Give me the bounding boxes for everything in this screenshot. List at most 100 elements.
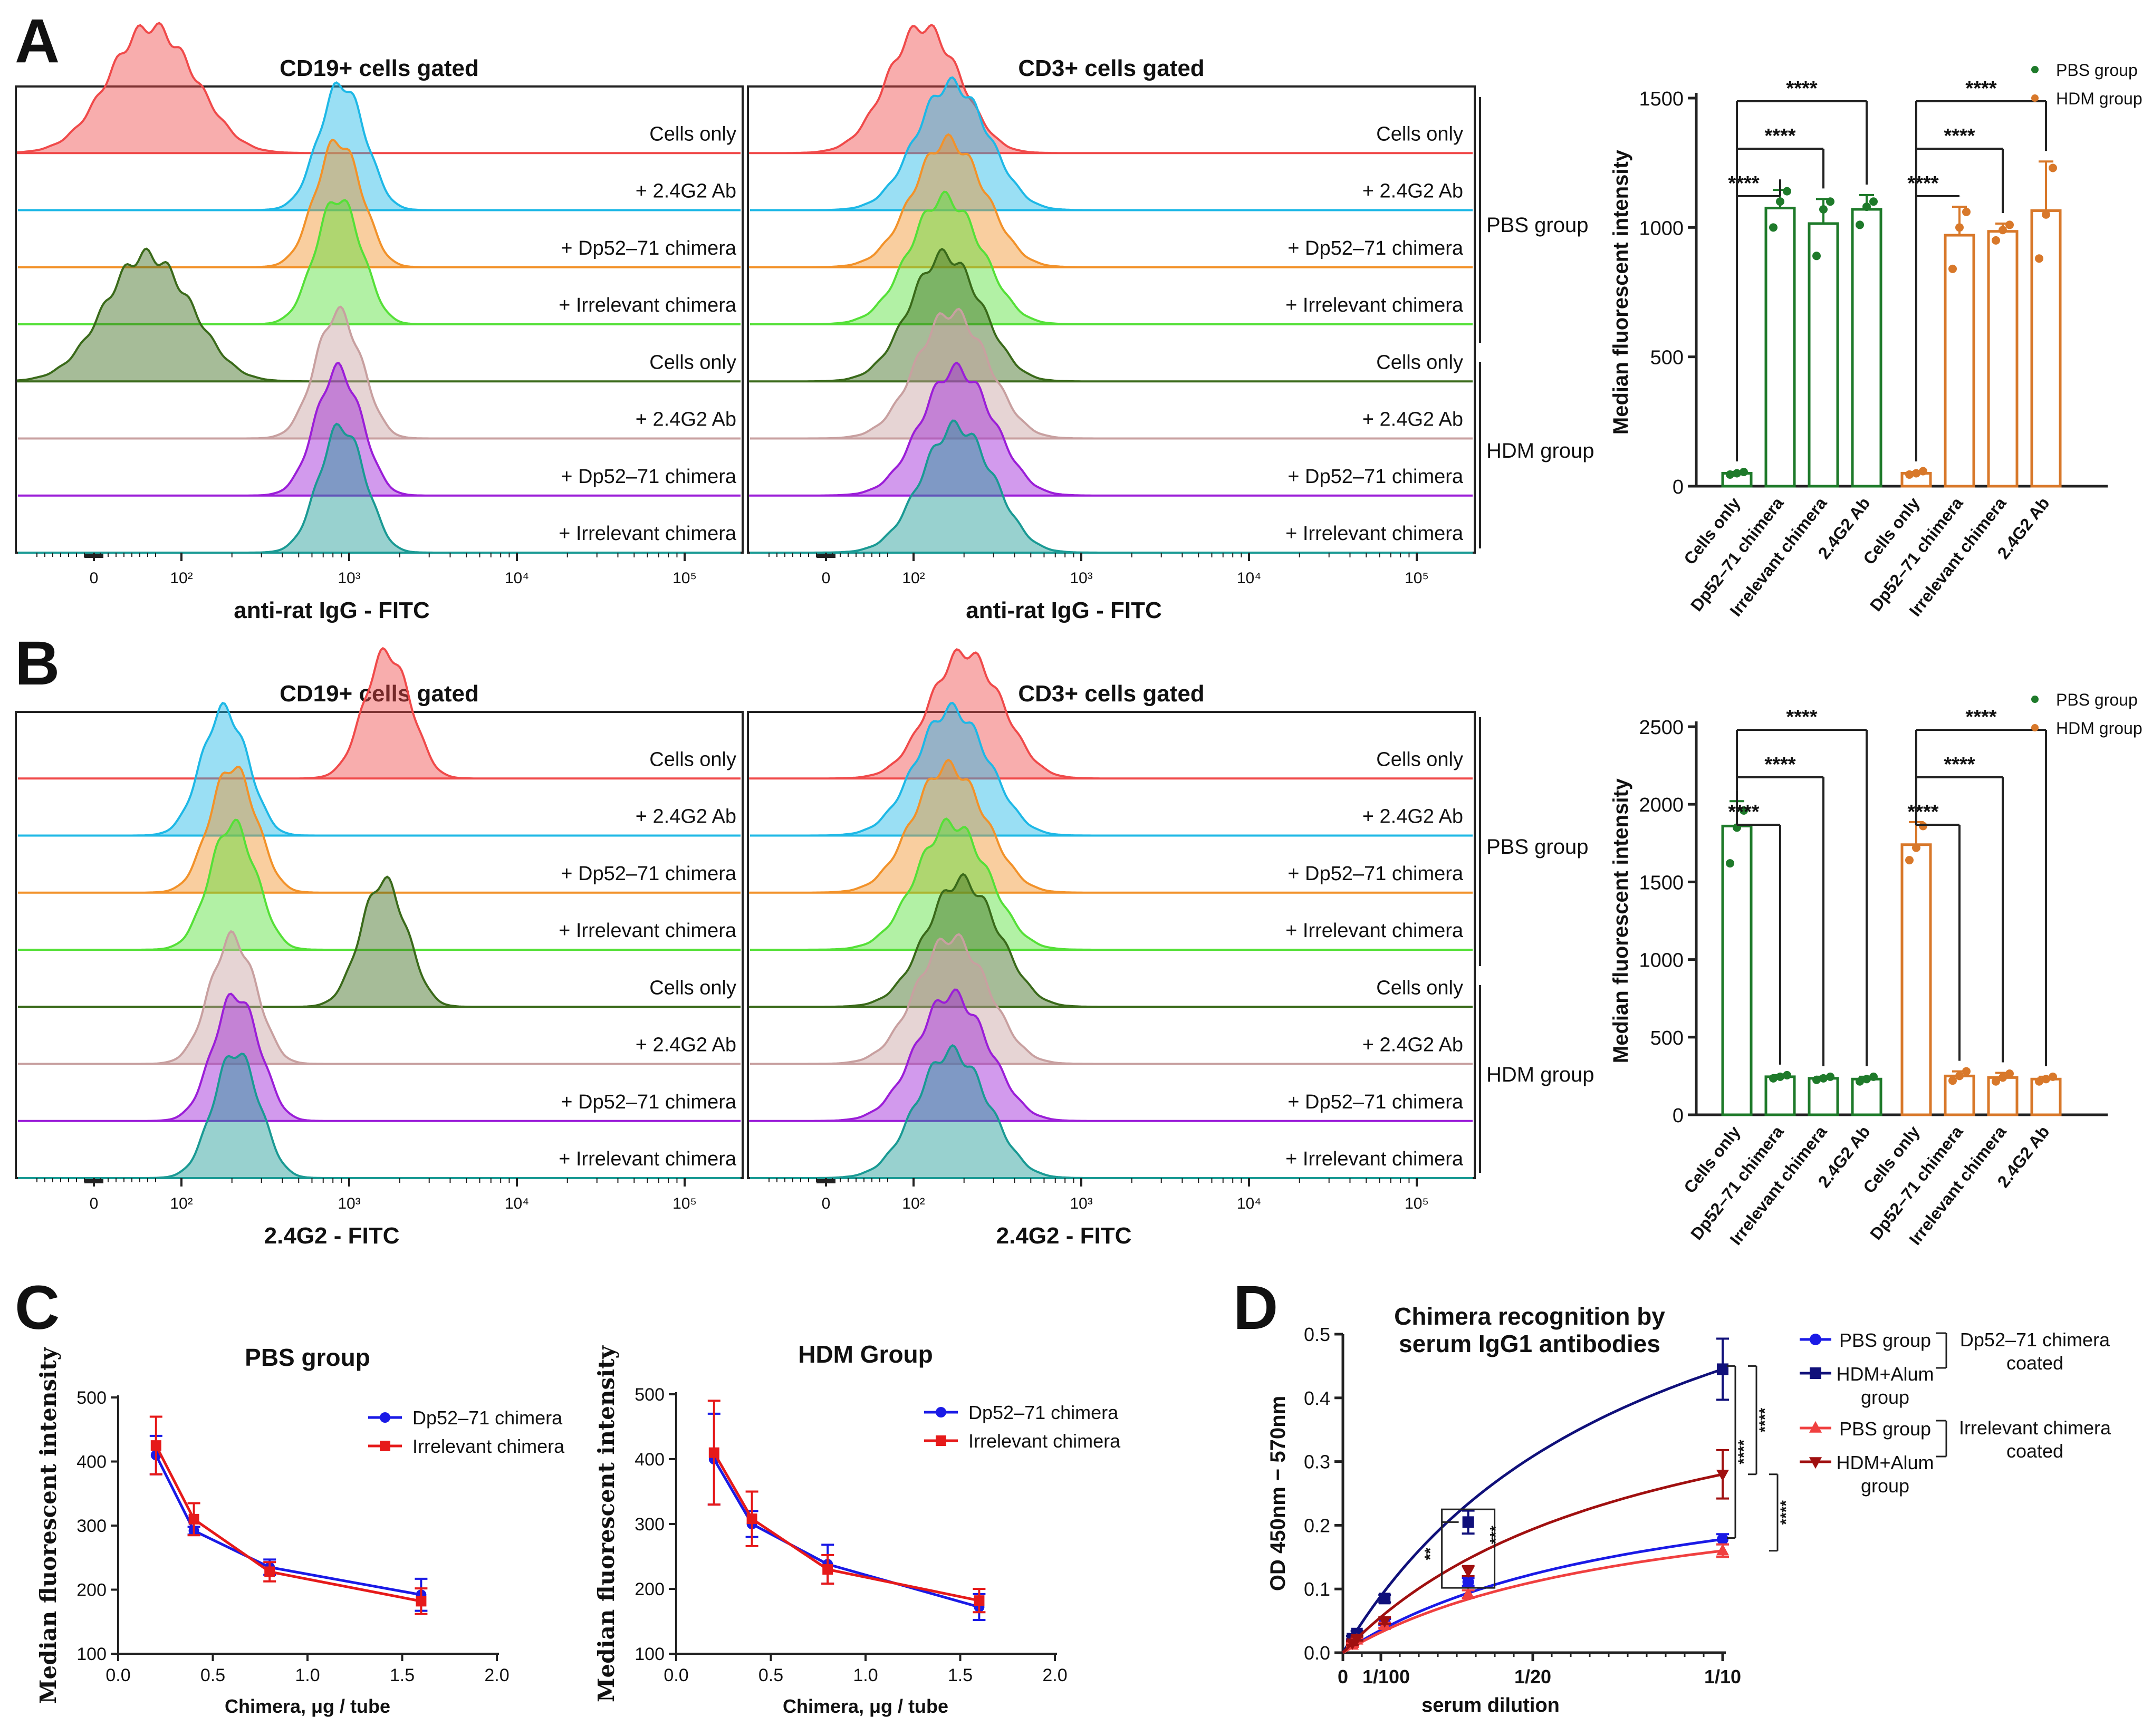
row-label: + Dp52–71 chimera [1288,863,1464,885]
x-tick-label: 0 [822,570,831,587]
sig-label: **** [1907,801,1938,823]
histogram-row-1 [17,22,741,155]
group-label-pbs: PBS group [1486,214,1588,237]
y-tick-label: 500 [1650,1027,1684,1049]
x-tick-label: 0.0 [664,1665,688,1685]
legend-marker [2031,66,2039,73]
data-point [1948,1076,1957,1085]
legend-group-label: coated [2006,1352,2063,1374]
histogram-row-5 [749,247,1473,383]
x-tick-label: 1.0 [295,1665,320,1685]
y-tick-label: 0.0 [1304,1642,1330,1664]
row-label: + Irrelevant chimera [1285,920,1464,942]
x-axis-title: Chimera, μg / tube [783,1695,948,1717]
legend-label: PBS group [1839,1329,1931,1351]
row-label: + Irrelevant chimera [559,294,737,316]
data-point [1905,856,1914,865]
y-tick-label: 2500 [1639,717,1684,739]
series-line [155,1454,421,1596]
histogram-row-7 [749,988,1473,1122]
y-tick-label: 400 [635,1450,665,1470]
sig-label: **** [1778,1500,1795,1525]
data-marker [188,1513,199,1525]
sig-label: **** [1735,1440,1753,1464]
legend-marker [2031,696,2039,703]
fit-curve [1342,1538,1723,1654]
data-point [1776,1072,1784,1081]
chart-title: Chimera recognition by [1394,1303,1665,1330]
x-tick-label: 0.0 [105,1665,130,1685]
data-point [1769,1074,1778,1083]
y-tick-label: 1500 [1639,88,1684,110]
group-brackets-a: PBS group HDM group [1479,97,1594,548]
histogram-title: CD19+ cells gated [280,55,479,81]
data-point [1869,197,1878,206]
data-point [1912,843,1920,852]
row-label: + Dp52–71 chimera [1288,237,1464,259]
row-label: + Dp52–71 chimera [561,237,737,259]
histogram-row-6 [18,305,741,440]
data-marker [1716,1469,1730,1481]
data-marker [1462,1566,1475,1578]
data-point [1819,1074,1828,1083]
y-tick-label: 100 [76,1644,107,1664]
y-tick-label: 400 [76,1452,107,1472]
hist-b-cd19: CD19+ cells gated Cells only + 2.4G2 Ab + D… [15,647,744,1249]
row-label: + Irrelevant chimera [559,523,737,545]
sig-label: *** [1487,1526,1505,1544]
legend-marker [1809,1421,1822,1433]
histogram-row-3 [18,765,741,894]
data-point [1992,236,2000,245]
data-point [1999,1073,2007,1082]
legend-marker [380,1412,390,1423]
sig-label: **** [1728,172,1759,195]
data-point [1740,806,1748,815]
legend-label: PBS group [1839,1418,1931,1440]
legend-label: HDM+Alum [1836,1452,1934,1473]
data-point [2042,1075,2050,1084]
zero-marker [816,554,835,558]
data-marker [822,1564,833,1575]
y-tick-label: 300 [635,1515,665,1535]
data-point [1726,470,1734,479]
histogram-row-3 [18,139,741,268]
histogram-row-5 [17,247,741,383]
y-tick-label: 0.5 [1304,1324,1330,1345]
row-label: Cells only [1376,748,1463,770]
histogram-title: CD3+ cells gated [1018,55,1204,81]
legend-marker [380,1441,390,1451]
data-point [2042,210,2050,219]
row-label: Cells only [649,351,736,373]
data-marker [1462,1587,1475,1599]
data-marker [1379,1593,1391,1605]
data-point [1826,1072,1834,1081]
x-tick-label: 10⁵ [672,1195,697,1212]
line-chart-c-pbs: 100 200 300 400 500 0.0 0.5 1.0 1.5 2.0 PBS group C… [35,1344,565,1717]
x-tick-label: 10³ [338,570,360,587]
histogram-row-4 [750,190,1473,325]
y-tick-label: 0 [1673,476,1684,498]
sig-label: **** [1764,754,1795,776]
histogram-row-8 [750,419,1473,554]
data-point [1769,223,1778,232]
x-tick-label: 0 [822,1195,831,1212]
x-tick-label: 0.5 [200,1665,225,1685]
y-tick-label: 0.1 [1304,1578,1330,1600]
sig-label: ** [1422,1548,1439,1560]
x-tick-label: 0 [1338,1666,1348,1687]
histogram-row-5 [18,875,741,1008]
data-point [1992,1077,2000,1086]
row-label: + Dp52–71 chimera [561,466,737,488]
y-tick-label: 0.2 [1304,1515,1330,1536]
data-marker [1350,1634,1363,1646]
histogram-row-7 [749,361,1473,497]
panel-letter-c: C [15,1273,60,1343]
x-tick-label: 10⁵ [1405,1195,1429,1212]
hist-b-cd3: CD3+ cells gated Cells only + 2.4G2 Ab + Dp… [747,648,1476,1249]
data-point [1905,470,1914,479]
data-point [1733,469,1741,478]
data-point [1862,202,1871,211]
histogram-row-6 [750,933,1473,1065]
x-tick-label: 0 [90,1195,99,1212]
x-tick-label: 10⁴ [505,1195,529,1212]
